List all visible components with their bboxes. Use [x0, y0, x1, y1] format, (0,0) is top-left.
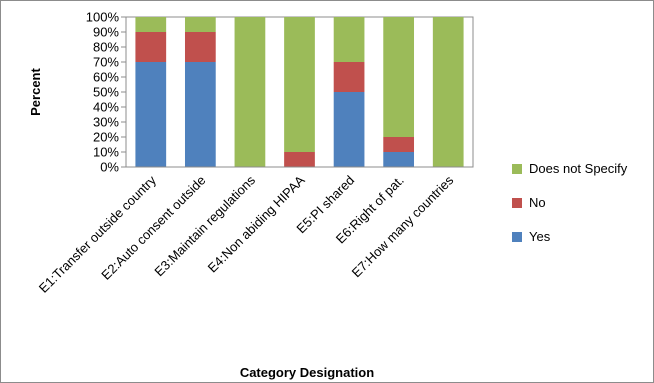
bar-segment-does-not-specify [184, 17, 216, 32]
bar-segment-yes [333, 92, 365, 167]
legend-label: No [529, 195, 546, 210]
x-tick-label: E7:How many countries [349, 172, 457, 280]
bar-segment-no [383, 137, 415, 152]
x-axis-title: Category Designation [240, 365, 374, 380]
y-tick-label: 20% [93, 130, 119, 145]
bar-segment-does-not-specify [284, 17, 315, 152]
y-tick-label: 80% [93, 40, 119, 55]
legend-swatch [512, 198, 522, 208]
x-tick-label: E4:Non abiding HIPAA [205, 172, 308, 275]
bar-segment-does-not-specify [333, 17, 365, 62]
legend-swatch [512, 164, 522, 174]
legend: Does not Specify No Yes [512, 161, 628, 244]
y-tick-label: 70% [93, 55, 119, 70]
legend-label: Yes [529, 229, 551, 244]
y-tick-label: 90% [93, 25, 119, 40]
y-tick-label: 100% [86, 10, 120, 25]
legend-swatch [512, 232, 522, 242]
bars [135, 17, 464, 167]
y-tick-label: 60% [93, 70, 119, 85]
bar-segment-no [333, 62, 365, 92]
y-tick-label: 0% [100, 160, 119, 175]
bar-segment-does-not-specify [432, 17, 464, 167]
bar-segment-yes [383, 152, 415, 167]
x-tick-label: E3:Maintain regulations [151, 172, 258, 279]
bar-segment-yes [184, 62, 216, 167]
bar-segment-does-not-specify [135, 17, 167, 32]
y-axis: 0%10%20%30%40%50%60%70%80%90%100% [86, 10, 127, 175]
bar-segment-no [135, 32, 167, 62]
bar-segment-does-not-specify [383, 17, 415, 137]
y-tick-label: 10% [93, 145, 119, 160]
legend-label: Does not Specify [529, 161, 628, 176]
bar-segment-no [284, 152, 315, 167]
y-axis-title: Percent [28, 67, 43, 115]
y-tick-label: 30% [93, 115, 119, 130]
bar-segment-no [184, 32, 216, 62]
bar-segment-yes [135, 62, 167, 167]
y-tick-label: 50% [93, 85, 119, 100]
bar-segment-does-not-specify [234, 17, 266, 167]
y-tick-label: 40% [93, 100, 119, 115]
